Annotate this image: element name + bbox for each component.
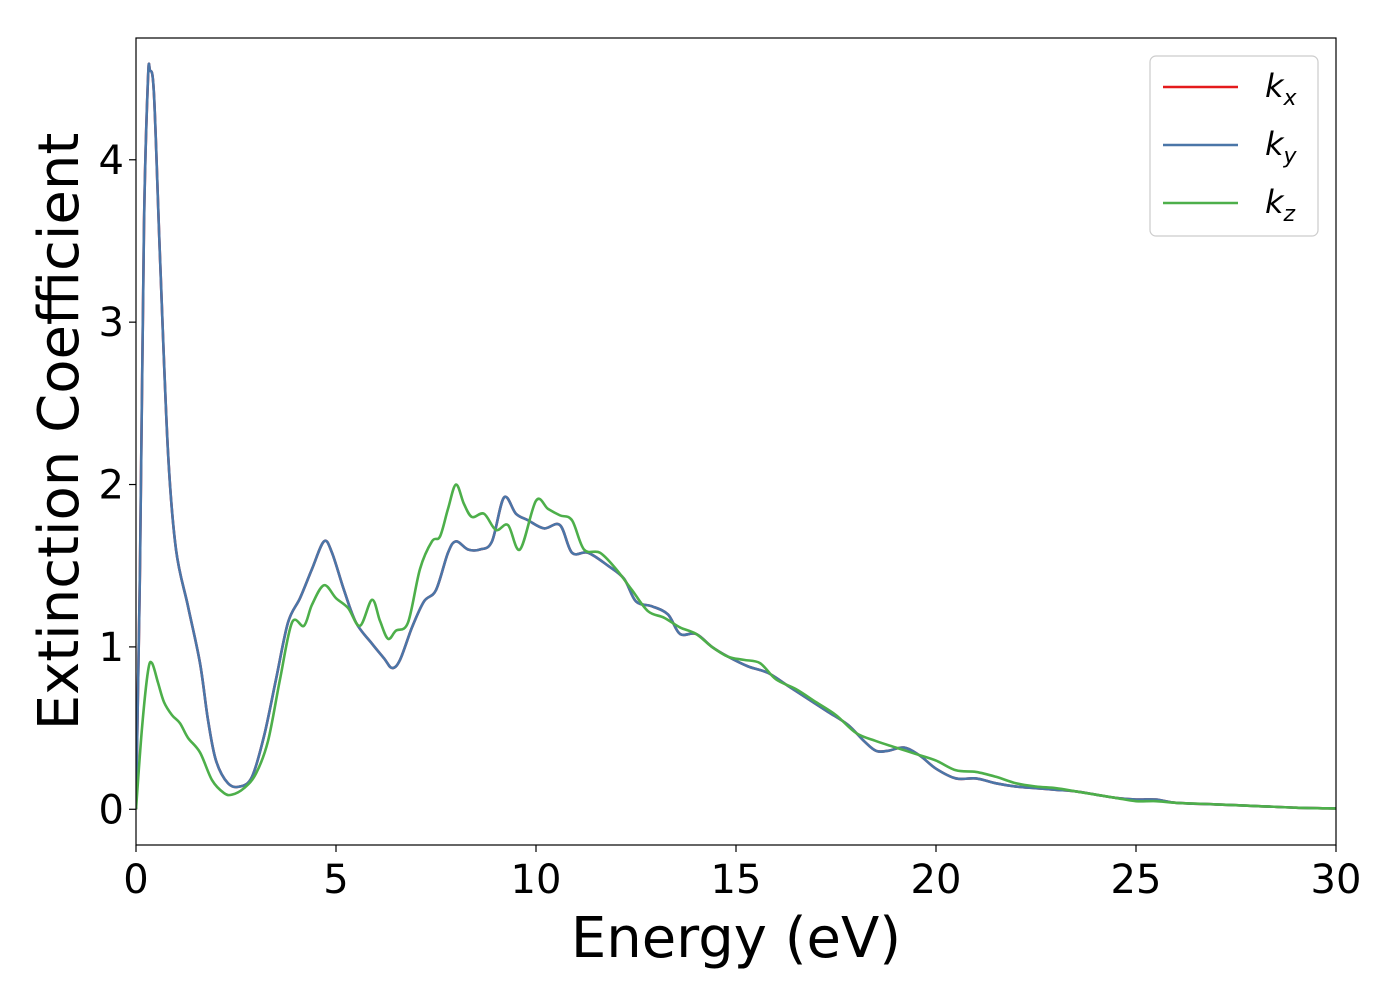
x-tick-label: 30 xyxy=(1311,857,1362,903)
plot-lines xyxy=(136,62,1336,810)
y-axis-ticks: 0 1 2 3 4 xyxy=(99,138,136,833)
x-tick-label: 10 xyxy=(511,857,562,903)
y-tick-label: 3 xyxy=(99,300,124,346)
x-tick-label: 0 xyxy=(123,857,148,903)
x-axis-label: Energy (eV) xyxy=(571,906,901,971)
x-axis-ticks: 0 5 10 15 20 25 30 xyxy=(123,845,1361,903)
x-tick-label: 5 xyxy=(323,857,348,903)
legend: kx ky kz xyxy=(1149,55,1319,237)
series-line-ky xyxy=(136,62,1336,810)
y-tick-label: 4 xyxy=(99,138,124,184)
legend-label-kx: kx xyxy=(1265,67,1298,111)
x-tick-label: 25 xyxy=(1111,857,1162,903)
y-tick-label: 1 xyxy=(99,625,124,671)
legend-label-ky: ky xyxy=(1265,125,1298,169)
legend-label-kz: kz xyxy=(1265,183,1296,227)
series-line-kz xyxy=(136,483,1336,810)
x-tick-label: 20 xyxy=(911,857,962,903)
y-axis-label: Extinction Coefficient xyxy=(27,133,92,731)
x-tick-label: 15 xyxy=(711,857,762,903)
y-tick-label: 2 xyxy=(99,463,124,509)
y-tick-label: 0 xyxy=(99,787,124,833)
